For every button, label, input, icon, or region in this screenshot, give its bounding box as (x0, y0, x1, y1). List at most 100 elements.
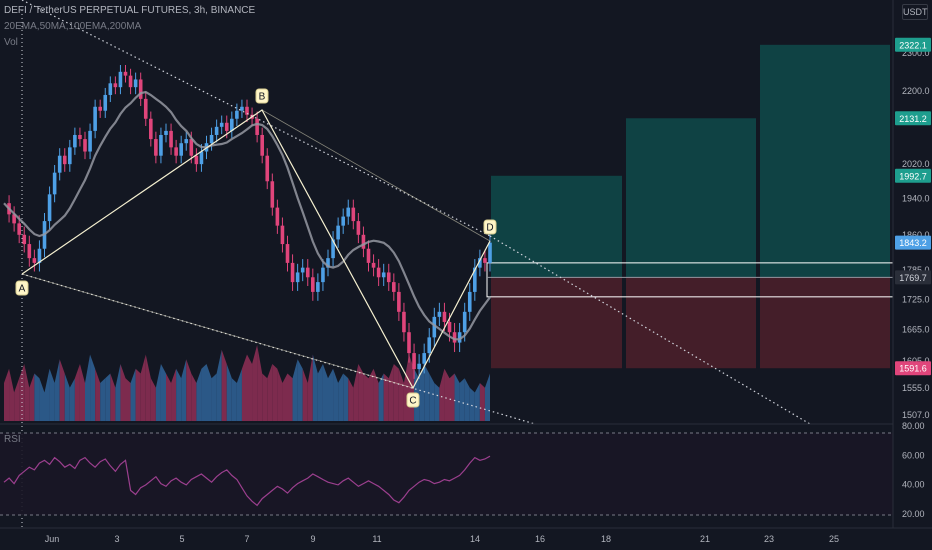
candle-body (98, 106, 102, 111)
candle-body (376, 267, 381, 278)
volume-legend[interactable]: Vol (4, 37, 18, 48)
volume-bar (191, 373, 197, 421)
price-tick-label: 1507.0 (902, 410, 930, 420)
price-label-value: 1591.6 (899, 364, 927, 374)
time-tick-label: 18 (601, 534, 611, 544)
candle-body (407, 332, 411, 354)
price-tick-label: 1725.0 (902, 294, 930, 304)
volume-bar (257, 345, 263, 421)
candle-body (442, 311, 447, 322)
rsi-legend[interactable]: RSI (4, 434, 21, 445)
candle-body (260, 134, 264, 156)
candle-body (265, 155, 270, 182)
volume-bar (484, 373, 490, 421)
candle-body (483, 258, 487, 263)
time-tick-label: 23 (764, 534, 774, 544)
candle-body (37, 248, 42, 263)
volume-bar (449, 373, 455, 421)
volume-bar (135, 368, 141, 421)
volume-bar (85, 354, 91, 421)
candle-body (447, 321, 452, 333)
candle-body (452, 332, 457, 343)
volume-bar (469, 387, 475, 421)
volume-bar (398, 368, 404, 421)
candle-body (397, 291, 401, 312)
symbol-title: DEFI / TetherUS PERPETUAL FUTURES, 3h, B… (4, 5, 256, 16)
candle-body (17, 223, 21, 235)
candle-body (103, 94, 108, 111)
trendlines (21, 0, 811, 528)
volume-bar (216, 349, 222, 421)
time-tick-label: 14 (470, 534, 480, 544)
rsi-line (3, 455, 491, 507)
candle-body (189, 139, 194, 156)
volume-bar (29, 373, 35, 421)
time-axis[interactable]: Jun 3 5 7 9 11 14 16 18 21 23 25 (0, 423, 932, 544)
volume-bar (297, 359, 303, 421)
volume-bar (140, 354, 146, 421)
pattern-point-badge (406, 392, 420, 408)
price-label-value: 1769.7 (899, 273, 927, 283)
target-zone (626, 118, 756, 278)
volume-bar (252, 345, 258, 421)
candle-body (437, 311, 442, 317)
candle-body (88, 130, 92, 152)
volume-bar (226, 364, 232, 421)
price-label-tag (895, 361, 931, 376)
candle-body (128, 75, 133, 88)
price-label-value: 1992.7 (899, 171, 927, 181)
volume-bar (282, 373, 288, 421)
pattern-ac-line (21, 273, 414, 389)
volume-bar (14, 378, 20, 421)
candle-body (47, 194, 52, 222)
candle-body (154, 139, 158, 156)
volume-bar (383, 373, 389, 421)
volume-bar (120, 364, 126, 421)
candle-body (361, 234, 366, 249)
price-label-tag (895, 235, 931, 250)
volume-bar (44, 368, 50, 421)
volume-bar (424, 364, 430, 421)
stop-zone (626, 277, 756, 369)
time-tick-label: 11 (372, 534, 381, 544)
candle-body (316, 282, 320, 292)
candle-body (108, 83, 113, 95)
volume-bar (181, 359, 187, 421)
candle-body (473, 267, 477, 292)
volume-bar (373, 368, 379, 421)
rsi-tick-label: 60.00 (902, 450, 925, 460)
candle-body (386, 272, 391, 283)
volume-bar (171, 368, 177, 421)
candle-body (22, 234, 27, 245)
currency-button[interactable]: USDT (902, 4, 928, 20)
candle-body (331, 239, 335, 259)
volume-bar (69, 378, 75, 421)
volume-bar (439, 368, 445, 421)
price-tick-label: 2020.0 (902, 159, 930, 169)
candle-body (305, 267, 310, 278)
candle-body (300, 267, 305, 273)
volume-bar (90, 354, 96, 421)
price-label-tag (895, 168, 931, 183)
candle-body (321, 267, 325, 283)
volume-bar (201, 364, 207, 421)
price-tick-label: 1605.0 (902, 356, 930, 366)
volume-bar (393, 364, 399, 421)
price-label-value: 2131.2 (899, 114, 927, 124)
rsi-band (0, 433, 893, 515)
indicator-legend[interactable]: 20EMA,50MA,100EMA,200MA (4, 21, 142, 32)
pattern-point-label: D (486, 223, 493, 234)
volume-bar (24, 364, 30, 421)
volume-bar (444, 368, 450, 421)
candle-body (346, 207, 351, 217)
price-tick-label: 2300.0 (902, 48, 930, 58)
volume-bar (343, 373, 349, 421)
price-tick-label: 1860.0 (902, 230, 930, 240)
candle-body (280, 225, 285, 245)
volume-bar (348, 378, 354, 421)
candle-body (255, 118, 259, 135)
candle-body (366, 248, 371, 263)
volume-bar (434, 383, 440, 421)
pattern-point-label: C (409, 396, 416, 407)
